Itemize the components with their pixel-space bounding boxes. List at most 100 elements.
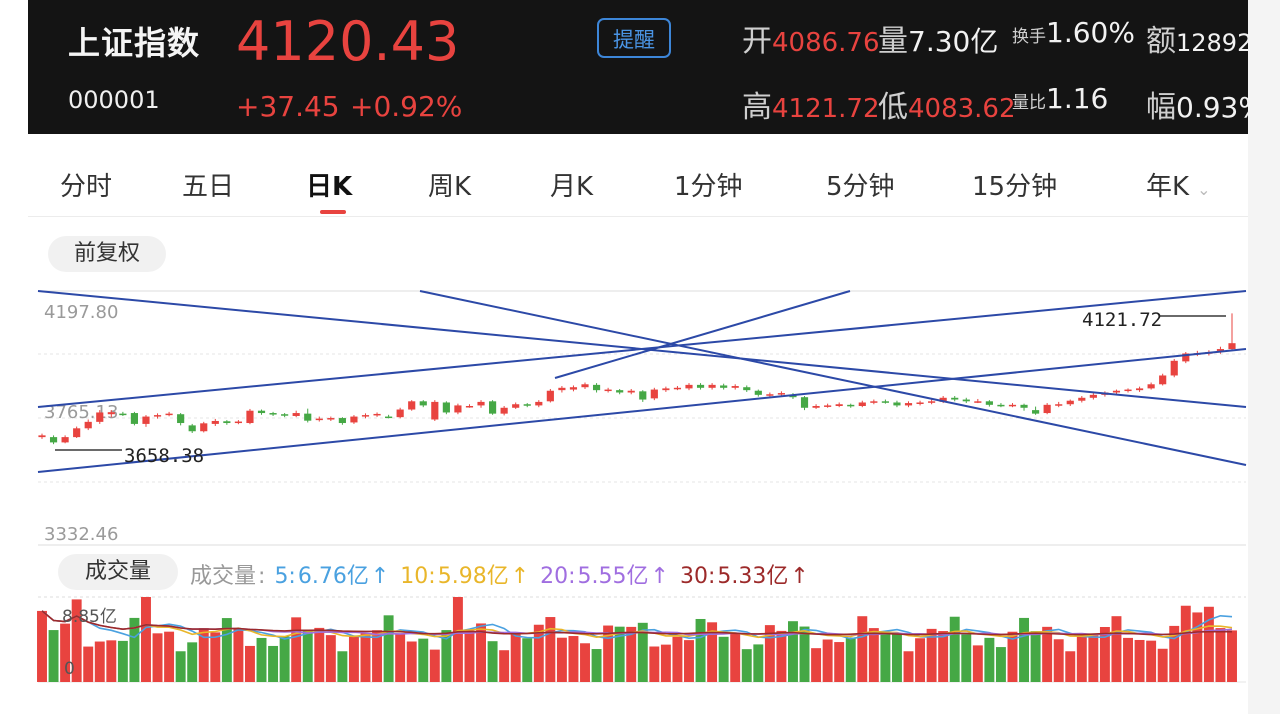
volume-bar <box>1053 639 1064 682</box>
tab-1min[interactable]: 1分钟 <box>674 172 743 202</box>
volume-bar <box>360 633 371 682</box>
volume-bar <box>325 635 336 682</box>
candle <box>1170 360 1178 376</box>
tab-5min[interactable]: 5分钟 <box>826 172 895 202</box>
candle <box>119 413 127 416</box>
volume-bar <box>1076 634 1087 682</box>
candle <box>662 388 670 391</box>
candle <box>777 393 785 395</box>
candle <box>489 401 497 414</box>
volume-bar <box>626 626 637 682</box>
turnover-label: 换手 <box>1012 27 1046 47</box>
volume-bar <box>106 640 117 682</box>
volume-bar <box>464 630 475 682</box>
volume-bar <box>1215 628 1226 682</box>
candle <box>269 413 277 415</box>
candle <box>1159 375 1167 385</box>
volume-axis-labels: 8.85亿 0 <box>62 607 117 679</box>
amount-label: 额 <box>1146 24 1176 59</box>
amplitude-label: 幅 <box>1146 90 1176 125</box>
alert-button[interactable]: 提醒 <box>597 18 671 58</box>
volume-bar <box>37 610 47 682</box>
volume-bar <box>476 623 486 682</box>
price-axis-label: 3332.46 <box>44 524 118 545</box>
volume-bar <box>753 644 764 682</box>
candle <box>835 404 843 407</box>
volume-bar <box>129 617 140 682</box>
candle <box>708 384 716 388</box>
candle <box>904 403 913 406</box>
volume-stat: 量7.30亿 <box>878 16 998 60</box>
volume-bar <box>83 646 94 682</box>
tab-monthly-k[interactable]: 月K <box>550 172 594 202</box>
volume-bar <box>244 645 255 682</box>
volume-bar <box>1157 648 1168 682</box>
candle <box>442 402 450 413</box>
candle <box>1112 390 1121 393</box>
candle <box>500 407 508 414</box>
tab-daily-k[interactable]: 日K <box>306 172 353 202</box>
volume-zero-label: 0 <box>64 659 75 679</box>
candle <box>477 401 485 406</box>
volume-bar <box>1227 630 1237 682</box>
candle <box>1228 343 1236 350</box>
tab-five-day[interactable]: 五日 <box>182 172 235 202</box>
amount-stat: 额12892 <box>1146 16 1248 60</box>
candle <box>535 401 543 406</box>
tab-intraday[interactable]: 分时 <box>60 172 113 202</box>
candle <box>1008 404 1017 407</box>
candle <box>546 390 554 402</box>
adjust-toggle[interactable]: 前复权 <box>48 236 166 272</box>
volume-bar <box>707 622 718 682</box>
candle <box>200 423 208 432</box>
volume-bar <box>1123 637 1133 682</box>
candle <box>257 410 266 414</box>
volume-value: 7.30亿 <box>908 25 999 58</box>
ma20-legend-arrow: ↑ <box>650 564 669 589</box>
tab-yearly-k[interactable]: 年K ⌄ <box>1146 166 1210 203</box>
candle <box>985 401 993 405</box>
volume-indicator-toggle[interactable]: 成交量 <box>58 554 178 590</box>
volume-bar <box>580 643 590 682</box>
volume-bar <box>764 625 775 682</box>
volume-bar <box>799 626 810 682</box>
trendline <box>37 290 1247 408</box>
volume-bar <box>268 645 279 682</box>
candle <box>246 410 254 424</box>
candle <box>130 413 139 424</box>
volume-bar <box>1111 616 1122 682</box>
volume-bar <box>961 632 972 682</box>
volume-bar <box>233 628 244 682</box>
candle <box>1147 384 1155 389</box>
candle <box>939 397 947 402</box>
ma30-legend-arrow: ↑ <box>790 564 809 589</box>
chevron-down-icon: ⌄ <box>1197 180 1211 199</box>
tab-weekly-k[interactable]: 周K <box>428 172 472 202</box>
volume-bar <box>441 630 452 682</box>
candle <box>431 401 439 420</box>
candle <box>604 389 612 392</box>
candle <box>951 397 959 400</box>
candle <box>616 390 624 393</box>
price-change-percent: +0.92% <box>350 90 463 123</box>
candle <box>650 389 658 399</box>
candle <box>96 412 104 422</box>
volume-bar <box>811 648 822 682</box>
volume-bar <box>649 646 660 682</box>
candle <box>893 402 901 406</box>
volume-bar <box>1065 651 1076 682</box>
left-margin <box>0 0 28 714</box>
volume-bar <box>1007 631 1018 682</box>
volume-bar <box>637 622 648 682</box>
quote-header: 上证指数 000001 4120.43 +37.45 +0.92% 提醒 开40… <box>28 0 1248 134</box>
candle <box>142 416 150 424</box>
volume-bar <box>672 636 683 682</box>
volume-bar <box>187 642 198 682</box>
volume-max-label: 8.85亿 <box>62 607 117 627</box>
tab-15min[interactable]: 15分钟 <box>972 172 1058 202</box>
candle <box>1066 400 1074 405</box>
candle <box>731 386 739 388</box>
candle <box>1043 404 1051 414</box>
